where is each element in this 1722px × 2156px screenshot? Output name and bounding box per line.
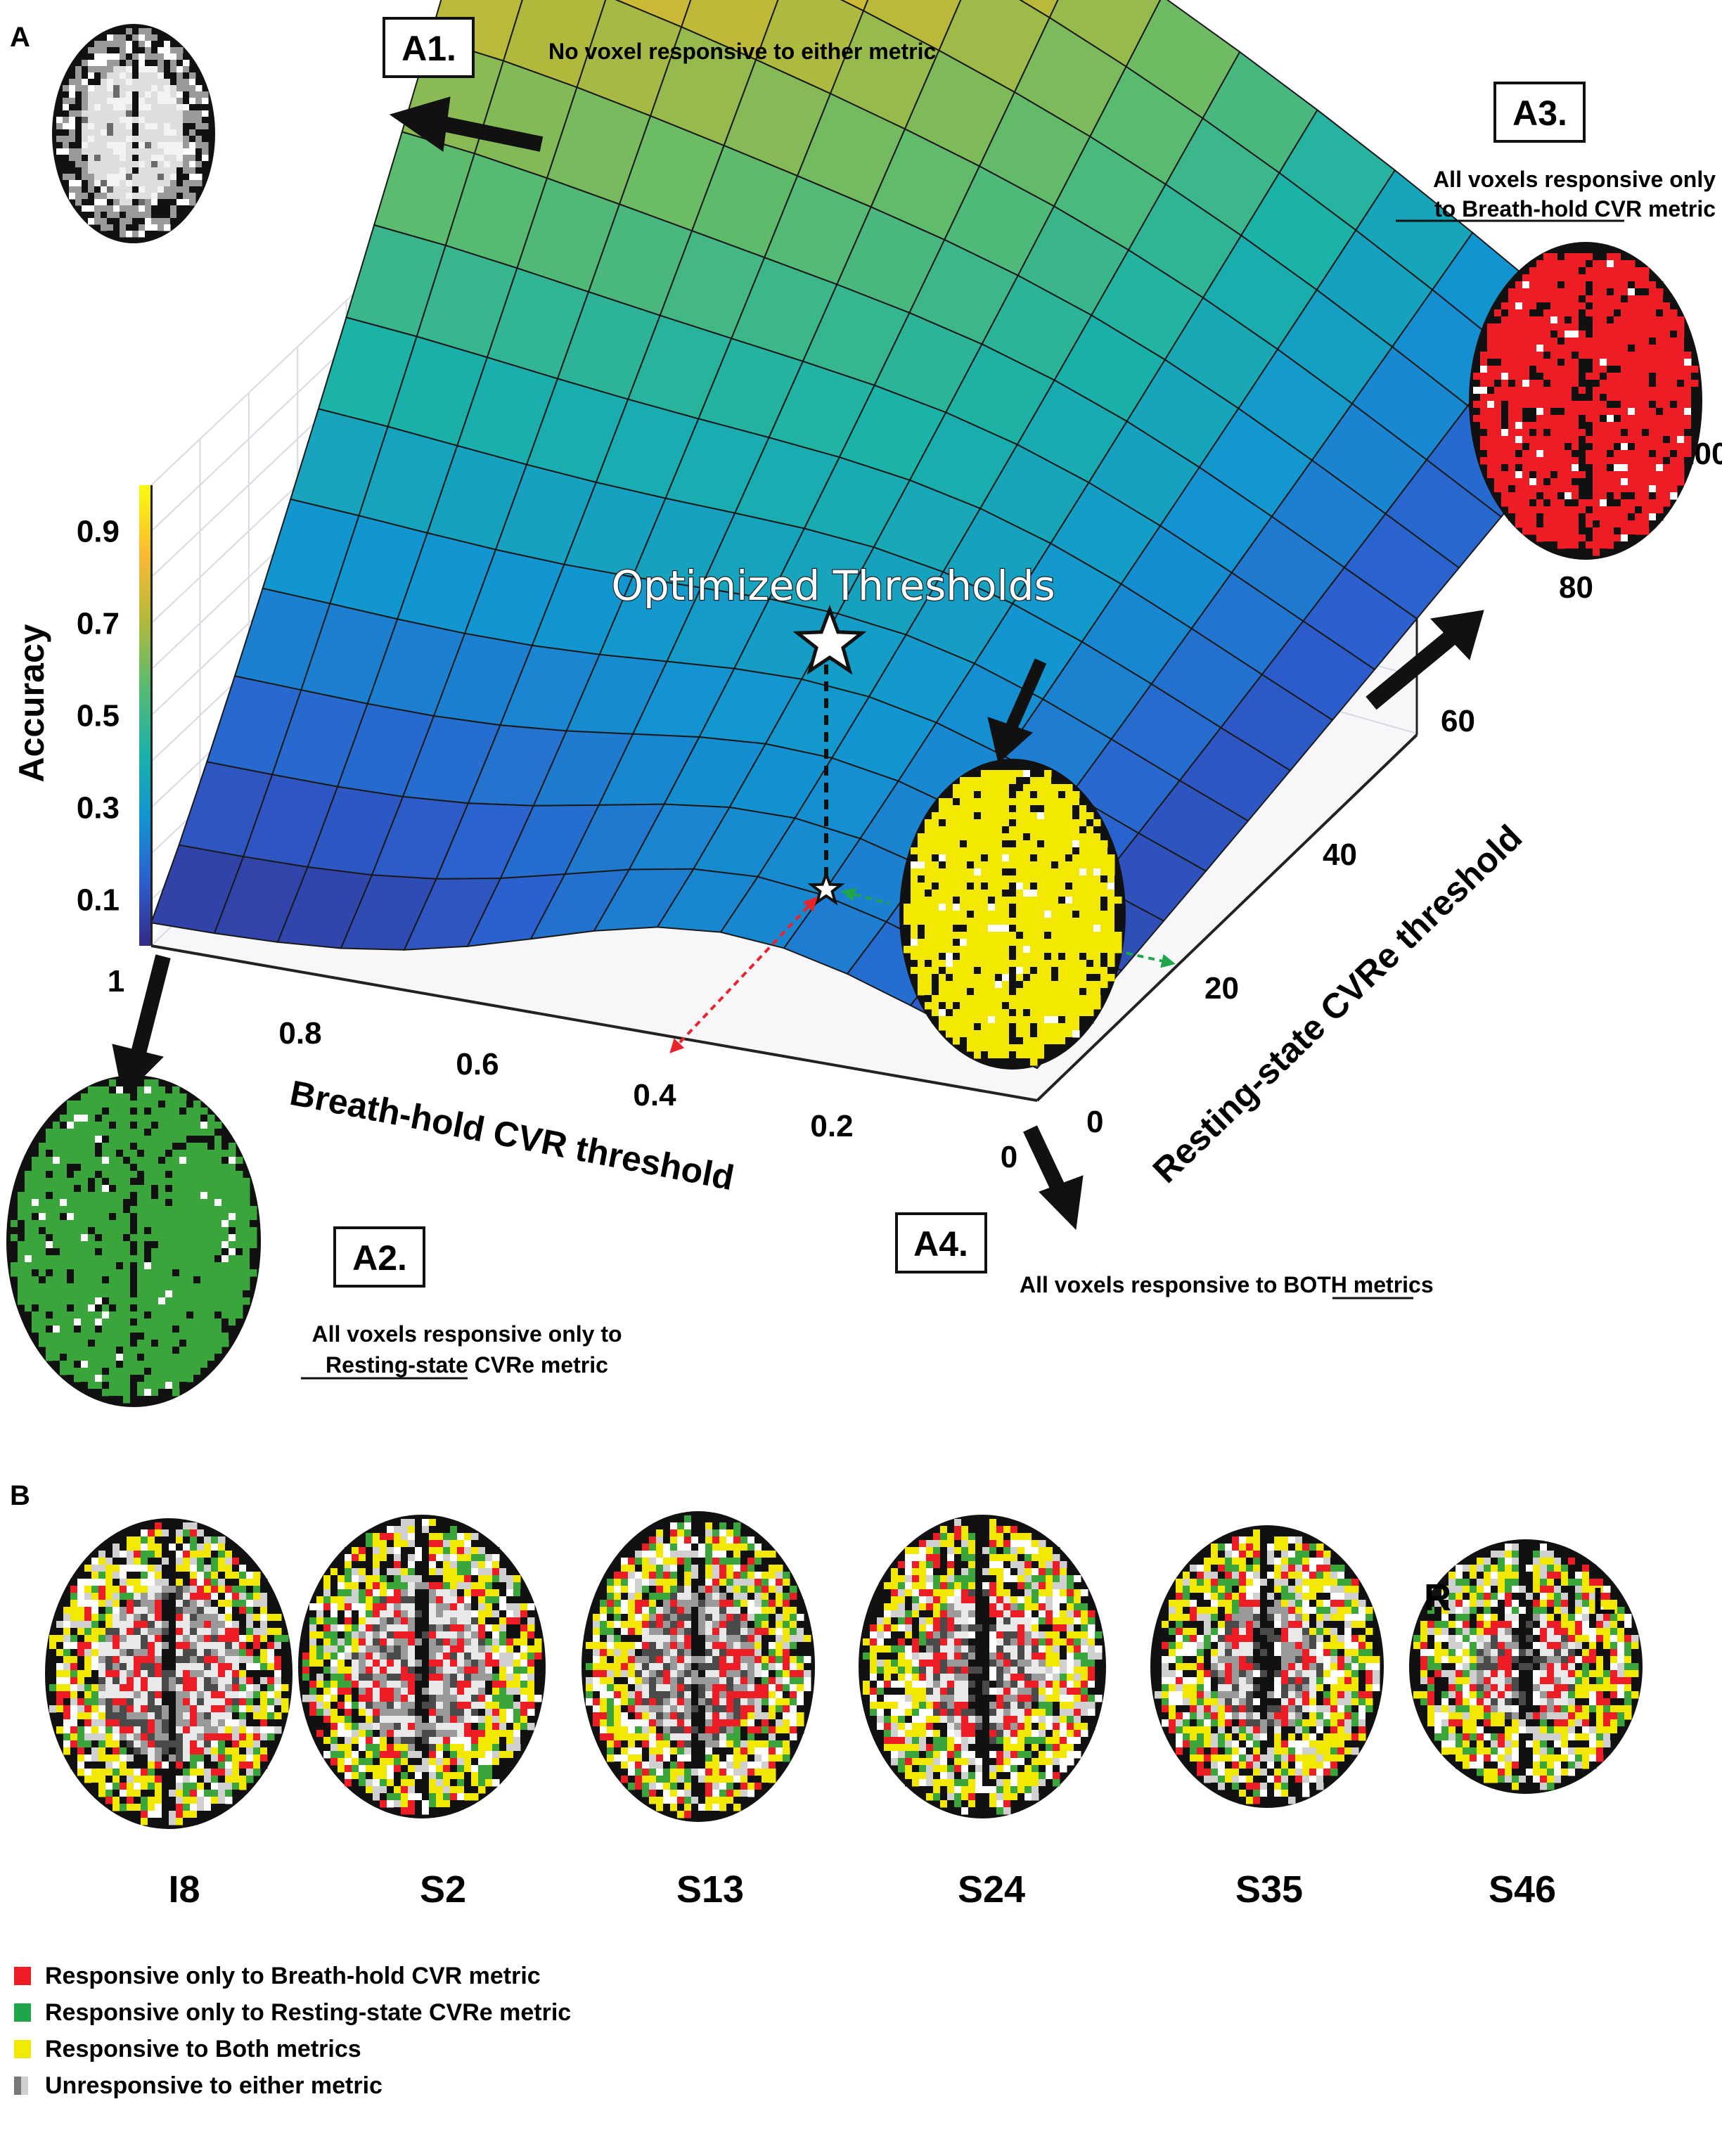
- a2-text-2: Resting-state CVRe metric: [326, 1352, 608, 1378]
- callout-a3: A3. All voxels responsive only to Breath…: [1396, 82, 1716, 222]
- x-tick-label: 0: [1001, 1140, 1017, 1174]
- orientation-left: L: [1593, 1580, 1616, 1622]
- callout-a2: A2. All voxels responsive only to Restin…: [301, 1226, 622, 1380]
- slice-label: S13: [676, 1868, 744, 1911]
- slice-label: S2: [420, 1868, 466, 1911]
- slice-map: [859, 1515, 1106, 1818]
- x-tick-labels: 1 0.8 0.6 0.4 0.2 0: [108, 964, 1017, 1174]
- z-tick-label: 0.9: [77, 515, 120, 549]
- x-tick-label: 0.2: [810, 1109, 853, 1143]
- a3-text-2: to Breath-hold CVR metric: [1434, 196, 1716, 222]
- slice-map: [298, 1515, 546, 1818]
- slice-map: [45, 1518, 293, 1829]
- z-tick-labels: 0.1 0.3 0.5 0.7 0.9: [77, 515, 120, 918]
- z-tick-label: 0.1: [77, 883, 120, 918]
- y-tick-label: 60: [1441, 704, 1475, 738]
- green-distance-arrow: [841, 887, 890, 905]
- slice-map: [582, 1511, 815, 1822]
- legend-swatch: [14, 2003, 31, 2022]
- x-tick-label: 0.4: [633, 1078, 676, 1112]
- legend-label: Unresponsive to either metric: [45, 2072, 383, 2099]
- z-tick-label: 0.5: [77, 699, 120, 733]
- callout-a4: A4. All voxels responsive to BOTH metric…: [895, 1212, 1434, 1300]
- slice-label: S35: [1235, 1868, 1303, 1911]
- a4-text: All voxels responsive to BOTH metrics: [1020, 1272, 1434, 1297]
- x-tick-label: 1: [108, 964, 124, 999]
- slice-label: I8: [168, 1868, 200, 1911]
- legend-label: Responsive to Both metrics: [45, 2036, 361, 2062]
- colorbar: [139, 485, 150, 946]
- y-tick-label: 20: [1204, 971, 1239, 1006]
- callout-a1: A1. No voxel responsive to either metric: [383, 17, 936, 78]
- legend-swatch: [14, 2040, 31, 2058]
- panel-b-label: B: [10, 1480, 30, 1511]
- legend-swatch: [14, 1967, 31, 1985]
- a1-text: No voxel responsive to either metric: [548, 39, 936, 64]
- z-axis-title: Accuracy: [12, 624, 51, 782]
- a1-label: A1.: [401, 29, 456, 68]
- y-axis-line: [1036, 733, 1418, 1102]
- y-tick-label: 80: [1559, 570, 1593, 605]
- slice-labels: I8 S2 S13 S24 S35 S46: [168, 1868, 1556, 1911]
- x-axis-line: [150, 944, 1038, 1102]
- orientation-right: R: [1424, 1577, 1451, 1619]
- a2-text-1: All voxels responsive only to: [311, 1321, 622, 1347]
- brain-a2-green: [6, 1075, 261, 1407]
- callout-arrows: [112, 96, 1484, 1231]
- optimum-marker: Optimized Thresholds: [610, 561, 1176, 1053]
- slice-map: [1150, 1525, 1384, 1808]
- red-distance-arrow: [669, 897, 818, 1053]
- legend: Responsive only to Breath-hold CVR metri…: [14, 1963, 571, 2099]
- optimum-projection-star-icon: [807, 870, 845, 906]
- x-tick-label: 0.8: [278, 1016, 321, 1051]
- z-tick-label: 0.3: [77, 791, 120, 826]
- y-tick-label: 40: [1323, 838, 1357, 872]
- optimum-star-icon: [792, 604, 867, 675]
- legend-label: Responsive only to Resting-state CVRe me…: [45, 1999, 571, 2026]
- x-tick-label: 0.6: [456, 1047, 499, 1082]
- slice-label: S46: [1489, 1868, 1556, 1911]
- slice-maps-row: [45, 1511, 1643, 1829]
- brain-a1-grayscale: [52, 24, 215, 243]
- a3-text-1: All voxels responsive only: [1433, 167, 1716, 192]
- legend-swatch: [14, 2077, 21, 2095]
- brain-a4-yellow: [899, 759, 1126, 1070]
- optimized-label: Optimized Thresholds: [611, 562, 1055, 610]
- y-tick-label: 0: [1086, 1105, 1103, 1139]
- a2-label: A2.: [352, 1238, 407, 1278]
- panel-a-label: A: [10, 22, 30, 53]
- a3-label: A3.: [1512, 94, 1567, 133]
- slice-map: [1409, 1539, 1643, 1794]
- a4-label: A4.: [913, 1224, 968, 1264]
- slice-label: S24: [958, 1868, 1025, 1911]
- z-tick-label: 0.7: [77, 607, 120, 641]
- brain-a3-red: [1469, 242, 1702, 560]
- accuracy-surface: [150, 0, 1629, 1070]
- legend-label: Responsive only to Breath-hold CVR metri…: [45, 1963, 541, 1989]
